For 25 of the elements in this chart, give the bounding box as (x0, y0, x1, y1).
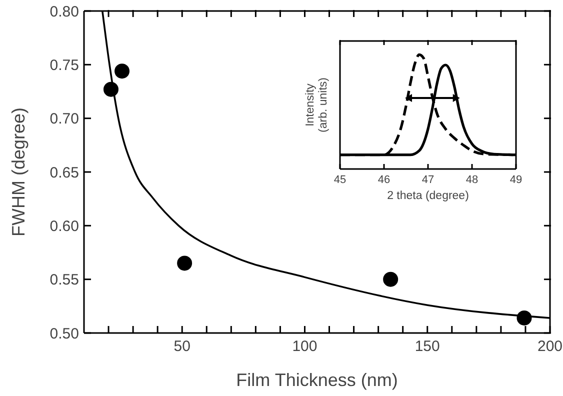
x-tick-label: 200 (537, 338, 563, 355)
x-tick-label: 48 (466, 174, 478, 186)
x-axis-title: 2 theta (degree) (387, 190, 470, 202)
point (177, 256, 192, 271)
point (516, 310, 532, 326)
y-axis-title: FWHM (degree) (8, 107, 28, 237)
x-tick-label: 47 (422, 174, 434, 186)
y-tick-label: 0.65 (50, 164, 79, 182)
x-tick-label: 100 (292, 338, 318, 355)
point (103, 82, 118, 97)
x-tick-label: 46 (378, 174, 390, 186)
y-tick-label: 0.55 (50, 272, 79, 289)
x-axis-title: Film Thickness (nm) (236, 370, 398, 390)
x-tick-label: 50 (174, 338, 190, 355)
x-tick-label: 49 (510, 174, 522, 186)
y-axis-title: Intensity (arb. units) (304, 77, 330, 132)
y-tick-label: 0.50 (50, 325, 79, 342)
y-tick-label: 0.80 (50, 3, 79, 20)
point (114, 64, 130, 79)
x-tick-label: 45 (334, 174, 346, 186)
x-tick-label: 150 (414, 338, 440, 355)
y-tick-label: 0.75 (50, 56, 79, 74)
point (383, 272, 398, 287)
y-tick-label: 0.60 (50, 218, 79, 235)
y-tick-label: 0.70 (50, 110, 79, 128)
